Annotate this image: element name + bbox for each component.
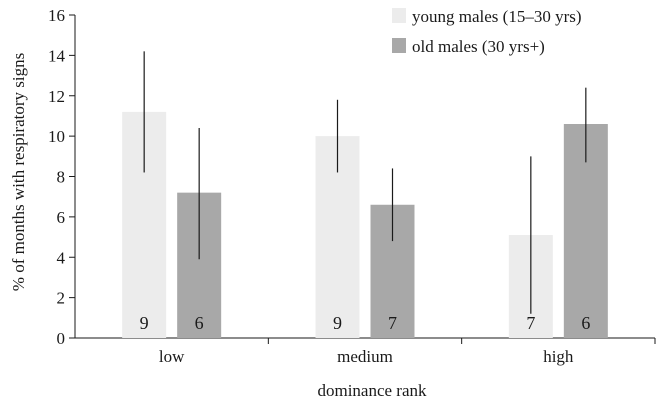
legend: young males (15–30 yrs) old males (30 yrs… (392, 7, 582, 56)
y-tick-label: 0 (57, 329, 66, 348)
y-axis: 0 2 4 6 8 10 12 14 16 (48, 6, 76, 348)
y-tick-label: 14 (48, 46, 66, 65)
bars-group: 9 6 9 7 7 6 (122, 51, 608, 339)
y-tick-label: 2 (57, 289, 66, 308)
sample-size-label: 9 (333, 313, 342, 333)
y-tick-label: 6 (57, 208, 66, 227)
y-tick-label: 16 (48, 6, 65, 25)
y-tick-label: 12 (48, 87, 65, 106)
y-tick-label: 8 (57, 168, 66, 187)
sample-size-label: 7 (388, 313, 397, 333)
sample-size-label: 6 (195, 313, 204, 333)
legend-label: old males (30 yrs+) (412, 37, 545, 56)
x-tick-label: low (159, 347, 185, 366)
legend-swatch (392, 8, 406, 23)
sample-size-label: 7 (526, 313, 535, 333)
x-tick-label: medium (337, 347, 393, 366)
y-axis-label: % of months with respiratory signs (9, 53, 28, 291)
x-axis: low medium high (75, 337, 656, 366)
y-tick-label: 10 (48, 127, 65, 146)
sample-size-label: 6 (581, 313, 590, 333)
legend-swatch (392, 38, 406, 53)
legend-label: young males (15–30 yrs) (412, 7, 582, 26)
x-tick-label: high (543, 347, 574, 366)
sample-size-label: 9 (140, 313, 149, 333)
x-axis-label: dominance rank (317, 381, 427, 400)
y-tick-label: 4 (57, 248, 66, 267)
